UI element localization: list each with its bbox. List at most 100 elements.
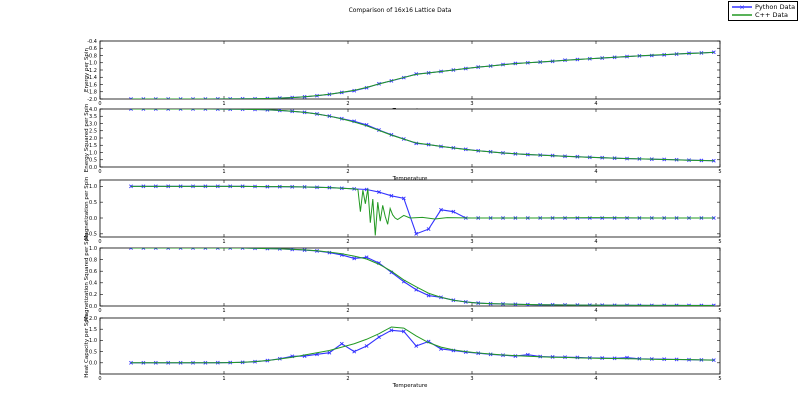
panel-5: 0 1 2 3 4 5 0.0 0.5 1.0 1.5 2.0 Temperature Heat Cap… (84, 314, 722, 389)
y-tick-label: -0.6 (87, 46, 97, 52)
y-axis-label: Magnetization Squared per Spin (84, 232, 90, 321)
y-tick-label: 0.2 (89, 292, 97, 298)
y-tick-label: -1.2 (87, 68, 97, 74)
x-tick-label: 0 (98, 101, 101, 107)
x-tick-label: 1 (222, 169, 225, 175)
data-point (414, 231, 419, 236)
panel-2: 0 1 2 3 4 5 0.00.5 1.01.52.02.5 3.03.54.0 Tempera… (84, 103, 722, 182)
x-tick-label: 2 (346, 239, 349, 245)
y-tick-label: 3.0 (89, 121, 97, 127)
y-axis-label: Magnetization per Spin (84, 176, 90, 240)
data-point (129, 109, 133, 111)
y-tick-label: 0.4 (89, 281, 97, 287)
legend-label-cpp: C++ Data (755, 11, 789, 19)
legend-entry-cpp: C++ Data (732, 11, 788, 19)
y-tick-label: 0.5 (89, 349, 97, 355)
x-tick-label: 3 (470, 308, 473, 314)
data-point (711, 158, 716, 163)
y-tick-label: -0.4 (87, 39, 97, 45)
x-tick-label: 5 (718, 169, 721, 175)
data-point (191, 97, 195, 99)
series-cpp (131, 185, 714, 236)
x-tick-label: 5 (718, 308, 721, 314)
x-tick-label: 5 (718, 239, 721, 245)
x-tick-label: 2 (346, 101, 349, 107)
y-tick-label: 2.5 (89, 129, 97, 135)
series-line (131, 326, 714, 364)
data-point (178, 97, 183, 99)
x-tick-label: 0 (98, 376, 101, 382)
y-tick-label: 0.0 (89, 216, 97, 222)
data-point (389, 328, 394, 333)
data-point (203, 248, 208, 250)
legend-marker-cpp (732, 14, 752, 16)
x-tick-label: 1 (222, 239, 225, 245)
x-axis-label: Temperature (392, 383, 428, 389)
legend: × Python Data C++ Data (728, 1, 798, 21)
data-point (166, 109, 171, 111)
series-cpp (131, 51, 714, 99)
y-axis-label: Heat Capacity per Spin (84, 314, 90, 378)
data-point (178, 248, 183, 250)
data-point (191, 109, 195, 111)
y-tick-label: 3.5 (89, 114, 97, 120)
data-point (414, 287, 419, 292)
data-point (141, 109, 146, 111)
plot-frame (99, 247, 721, 307)
x-tick-label: 3 (470, 239, 473, 245)
y-tick-label: 0.0 (89, 361, 97, 367)
plot-frame (99, 108, 721, 168)
svg-text:×: × (739, 4, 745, 12)
x-tick-label: 2 (346, 308, 349, 314)
y-tick-label: 1.0 (89, 150, 97, 156)
data-point (327, 350, 332, 355)
y-tick-label: 0.6 (89, 269, 97, 275)
data-point (377, 335, 381, 339)
x-tick-label: 1 (222, 376, 225, 382)
x-tick-label: 5 (718, 101, 721, 107)
data-point (215, 248, 220, 250)
x-tick-label: 1 (222, 308, 225, 314)
x-tick-label: 3 (470, 376, 473, 382)
series-cpp (131, 248, 714, 306)
data-point (166, 248, 171, 250)
y-axis-label: Energy Squared per Spin (84, 103, 90, 172)
data-point (401, 196, 406, 201)
legend-entry-python: × Python Data (732, 3, 795, 11)
plot-frame (99, 179, 721, 238)
x-axis-label: Temperature (392, 176, 428, 182)
y-tick-label: 1.0 (89, 184, 97, 190)
series-line (131, 248, 714, 306)
data-point (377, 190, 381, 194)
legend-marker-python: × (732, 4, 752, 12)
data-point (178, 109, 183, 111)
y-tick-label: 4.0 (89, 107, 97, 113)
data-point (711, 358, 716, 363)
data-point (389, 270, 394, 275)
x-tick-label: 1 (222, 101, 225, 107)
y-tick-label: 1.0 (89, 338, 97, 344)
data-point (153, 248, 158, 250)
x-tick-label: 5 (718, 376, 721, 382)
y-tick-label: 1.5 (89, 327, 97, 333)
data-point (352, 349, 357, 354)
data-point (439, 207, 443, 212)
y-tick-label: -0.5 (87, 232, 97, 238)
y-axis-label: Energy per Spin (84, 48, 90, 92)
data-point (203, 97, 208, 99)
data-point (153, 109, 158, 111)
data-point (153, 97, 158, 99)
y-tick-label: 0.5 (89, 200, 97, 206)
x-tick-label: 4 (594, 239, 597, 245)
data-point (191, 248, 195, 250)
data-point (141, 248, 146, 250)
y-tick-label: -1.6 (87, 82, 97, 88)
data-point (414, 344, 419, 348)
y-tick-label: 0.8 (89, 257, 97, 263)
data-point (426, 293, 431, 298)
figure-title: Comparison of 16x16 Lattice Data (348, 7, 452, 14)
data-point (711, 50, 716, 55)
y-tick-label: 0.0 (89, 165, 97, 171)
